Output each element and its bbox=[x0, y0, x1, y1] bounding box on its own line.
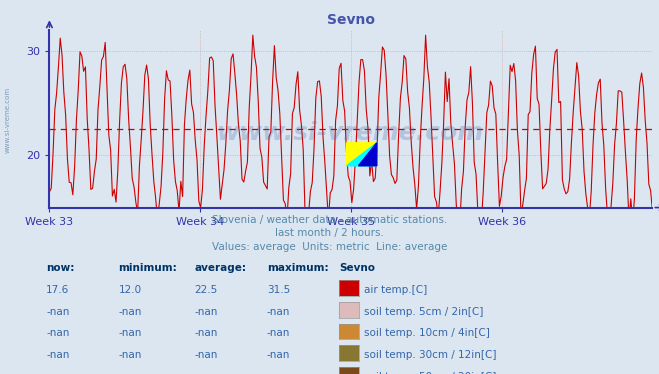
Text: 31.5: 31.5 bbox=[267, 285, 290, 295]
Text: -nan: -nan bbox=[194, 328, 217, 338]
Text: -nan: -nan bbox=[46, 307, 69, 316]
Text: -nan: -nan bbox=[46, 372, 69, 374]
Text: -nan: -nan bbox=[46, 350, 69, 360]
Text: -nan: -nan bbox=[194, 307, 217, 316]
Text: www.si-vreme.com: www.si-vreme.com bbox=[217, 121, 484, 145]
Text: -nan: -nan bbox=[119, 328, 142, 338]
Text: soil temp. 50cm / 20in[C]: soil temp. 50cm / 20in[C] bbox=[364, 372, 497, 374]
Text: Values: average  Units: metric  Line: average: Values: average Units: metric Line: aver… bbox=[212, 242, 447, 252]
Text: 12.0: 12.0 bbox=[119, 285, 142, 295]
Polygon shape bbox=[358, 143, 377, 166]
Text: -nan: -nan bbox=[46, 328, 69, 338]
Text: soil temp. 30cm / 12in[C]: soil temp. 30cm / 12in[C] bbox=[364, 350, 497, 360]
Text: -nan: -nan bbox=[267, 328, 290, 338]
Text: Slovenia / weather data - automatic stations.: Slovenia / weather data - automatic stat… bbox=[212, 215, 447, 224]
Text: air temp.[C]: air temp.[C] bbox=[364, 285, 428, 295]
Text: last month / 2 hours.: last month / 2 hours. bbox=[275, 229, 384, 238]
Text: -nan: -nan bbox=[119, 307, 142, 316]
Text: -nan: -nan bbox=[194, 372, 217, 374]
Title: Sevno: Sevno bbox=[327, 13, 375, 27]
Text: soil temp. 10cm / 4in[C]: soil temp. 10cm / 4in[C] bbox=[364, 328, 490, 338]
Text: maximum:: maximum: bbox=[267, 263, 329, 273]
Text: soil temp. 5cm / 2in[C]: soil temp. 5cm / 2in[C] bbox=[364, 307, 484, 316]
Text: 22.5: 22.5 bbox=[194, 285, 217, 295]
Polygon shape bbox=[347, 143, 377, 166]
Text: www.si-vreme.com: www.si-vreme.com bbox=[5, 87, 11, 153]
Text: Sevno: Sevno bbox=[339, 263, 376, 273]
Text: -nan: -nan bbox=[267, 307, 290, 316]
Text: -nan: -nan bbox=[119, 372, 142, 374]
Text: -nan: -nan bbox=[267, 372, 290, 374]
Polygon shape bbox=[347, 143, 377, 166]
Text: now:: now: bbox=[46, 263, 74, 273]
Text: -nan: -nan bbox=[119, 350, 142, 360]
Text: minimum:: minimum: bbox=[119, 263, 177, 273]
Text: average:: average: bbox=[194, 263, 246, 273]
Text: -nan: -nan bbox=[194, 350, 217, 360]
Text: 17.6: 17.6 bbox=[46, 285, 69, 295]
Text: -nan: -nan bbox=[267, 350, 290, 360]
